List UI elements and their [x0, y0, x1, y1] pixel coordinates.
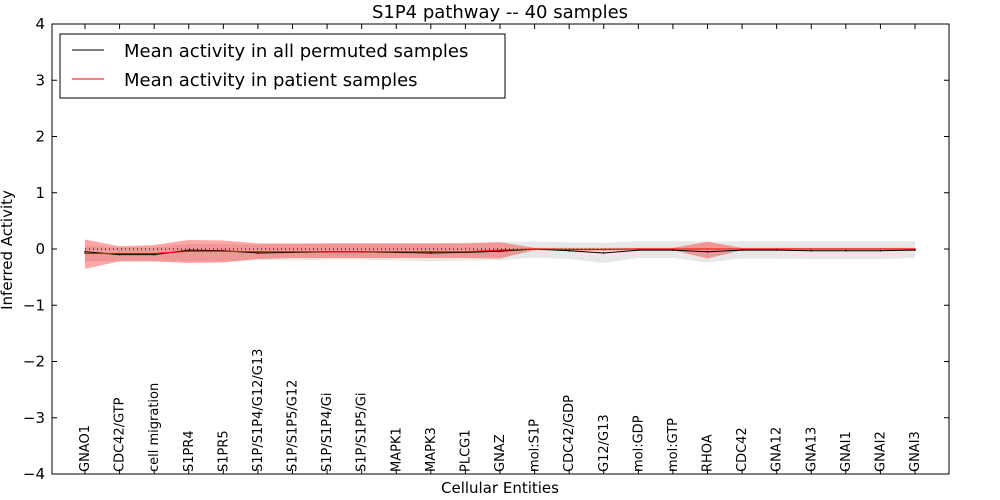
point-patient	[706, 248, 709, 250]
point-permuted	[187, 249, 190, 251]
point-patient	[118, 252, 121, 255]
point-patient	[499, 249, 501, 251]
series-lines	[84, 248, 916, 256]
point-patient	[84, 252, 86, 255]
y-tick-label: 2	[35, 128, 45, 146]
point-permuted	[879, 249, 882, 252]
y-tick-label: 4	[35, 15, 45, 33]
point-permuted	[741, 249, 743, 251]
point-patient	[568, 248, 570, 251]
category-label: CDC42	[735, 427, 750, 472]
point-patient	[291, 251, 294, 253]
category-label: GNA13	[804, 427, 819, 472]
point-permuted	[153, 253, 155, 256]
category-label: GNAZ	[493, 434, 508, 472]
point-patient	[914, 248, 916, 250]
axes: −4 −3 −2 −1 0 1 2 3 4	[23, 15, 950, 483]
point-patient	[741, 248, 743, 250]
legend-box	[59, 33, 506, 99]
category-label: G12/G13	[597, 414, 612, 472]
band-patient	[85, 239, 915, 269]
point-patient	[637, 248, 640, 250]
legend: Mean activity in all permuted samples Me…	[59, 33, 506, 99]
category-label: GNAI3	[908, 431, 923, 472]
category-label: S1P/S1P5/G12	[286, 380, 301, 472]
category-label: GNAI1	[839, 431, 854, 472]
y-tick-label: 3	[35, 71, 45, 89]
point-permuted	[845, 249, 847, 252]
point-permuted	[84, 251, 86, 253]
point-patient	[810, 248, 813, 250]
point-permuted	[637, 249, 640, 251]
y-tick-label: −4	[23, 465, 45, 483]
category-label: PLCG1	[458, 429, 473, 472]
point-patient	[187, 250, 190, 253]
category-label: RHOA	[701, 434, 716, 472]
confidence-bands	[85, 239, 915, 269]
legend-label-permuted: Mean activity in all permuted samples	[124, 41, 468, 62]
point-patient	[775, 248, 778, 250]
y-tick-label: −3	[23, 409, 45, 427]
point-permuted	[430, 252, 432, 254]
point-patient	[326, 251, 328, 253]
point-patient	[602, 248, 605, 251]
category-label: CDC42/GDP	[562, 395, 577, 472]
point-patient	[222, 250, 225, 253]
x-axis-label: Cellular Entities	[441, 479, 559, 497]
point-patient	[845, 248, 847, 250]
point-permuted	[775, 249, 778, 251]
category-label: MAPK3	[424, 427, 439, 472]
point-permuted	[499, 250, 501, 253]
band-permuted	[85, 241, 915, 264]
y-axis-label: Inferred Activity	[0, 190, 16, 310]
category-label: S1P/S1P4/G12/G13	[251, 349, 266, 472]
point-patient	[360, 251, 363, 253]
category-label: GNAO1	[78, 425, 93, 472]
point-permuted	[672, 249, 674, 251]
category-label: S1P/S1P5/Gi	[355, 393, 370, 472]
category-label: cell migration	[147, 383, 162, 472]
category-label: mol:S1P	[528, 419, 543, 472]
chart-title: S1P4 pathway -- 40 samples	[372, 2, 628, 23]
point-permuted	[118, 253, 121, 256]
point-permuted	[706, 251, 709, 253]
category-label: S1P/S1P4/Gi	[320, 393, 335, 472]
point-permuted	[914, 249, 916, 251]
y-tick-label: 0	[35, 240, 45, 258]
category-label: MAPK1	[389, 427, 404, 472]
category-label: mol:GTP	[666, 418, 681, 472]
point-permuted	[568, 249, 570, 252]
category-label: GNA12	[770, 427, 785, 472]
category-label: GNAI2	[873, 431, 888, 472]
point-permuted	[257, 252, 259, 254]
category-label: S1PR4	[182, 430, 197, 472]
point-patient	[533, 248, 536, 250]
category-label: CDC42/GTP	[113, 397, 128, 472]
point-patient	[879, 248, 882, 250]
category-label: mol:GDP	[631, 415, 646, 472]
point-patient	[153, 252, 155, 255]
point-patient	[430, 251, 432, 253]
y-tick-label: 1	[35, 184, 45, 202]
point-permuted	[602, 252, 605, 254]
category-labels: GNAO1 CDC42/GTP cell migration S1PR4 S1PR5 S1…	[78, 349, 923, 472]
y-tick-label: −1	[23, 296, 45, 314]
point-patient	[257, 251, 259, 253]
y-tick-label: −2	[23, 353, 45, 371]
point-patient	[672, 248, 674, 250]
legend-label-patient: Mean activity in patient samples	[124, 70, 418, 91]
point-patient	[395, 251, 398, 253]
point-patient	[464, 251, 467, 253]
point-permuted	[810, 249, 813, 252]
category-label: S1PR5	[216, 430, 231, 472]
